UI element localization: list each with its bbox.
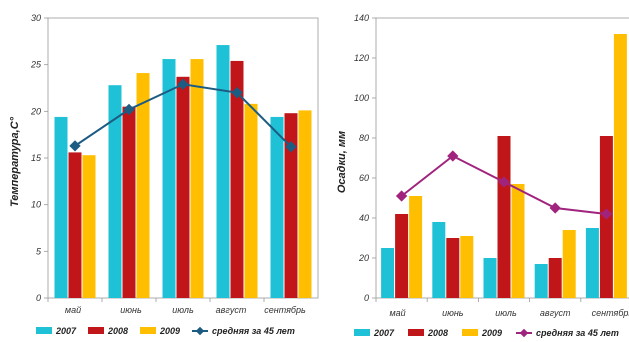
y-tick-label: 25	[30, 60, 42, 70]
y-tick-label: 30	[31, 13, 41, 23]
bar-2009-июль	[511, 184, 525, 298]
y-tick-label: 0	[36, 293, 41, 303]
chart-2: 0 20 40 60 80 100 120 140 Осадки, мм май июнь июль а…	[336, 13, 629, 338]
x-tick-label: август	[216, 305, 247, 315]
bar-2007-июль	[483, 258, 497, 298]
y-tick-label: 140	[354, 13, 369, 23]
x-tick-label: сентябрь	[592, 308, 629, 318]
y-tick-label: 5	[36, 246, 42, 256]
y-axis-title: Температура,С°	[9, 116, 21, 207]
x-tick-label: сентябрь	[264, 305, 306, 315]
bar-2009-август	[244, 103, 258, 298]
legend-label-2007: 2007	[55, 326, 77, 336]
average-marker	[498, 176, 510, 188]
legend-label-2008: 2008	[107, 326, 128, 336]
x-tick-label: июнь	[120, 305, 142, 315]
y-tick-label: 80	[359, 133, 369, 143]
legend-label-2009: 2009	[481, 328, 502, 338]
bar-2009-август	[562, 230, 576, 298]
y-tick-label: 100	[354, 93, 369, 103]
legend-label-2008: 2008	[427, 328, 448, 338]
bar-2007-сентябрь	[270, 116, 284, 298]
bar-2008-июль	[497, 136, 511, 298]
average-marker	[395, 190, 408, 202]
bar-2007-май	[54, 116, 68, 298]
bar-2008-август	[548, 258, 562, 298]
bar-2007-июнь	[432, 222, 446, 298]
x-tick-label: июль	[172, 305, 194, 315]
bar-2009-сентябрь	[613, 34, 627, 298]
y-tick-label: 40	[359, 213, 369, 223]
y-tick-label: 10	[31, 200, 41, 210]
bar-2008-май	[68, 152, 82, 298]
legend-swatch-2009	[140, 327, 156, 334]
bar-2007-июль	[162, 59, 176, 298]
y-tick-label: 20	[30, 106, 41, 116]
legend-label-2007: 2007	[373, 328, 395, 338]
y-tick-label: 20	[358, 253, 369, 263]
bar-2008-август	[230, 60, 244, 298]
x-tick-label: май	[65, 305, 81, 315]
x-tick-label: июнь	[442, 308, 464, 318]
x-tick-label: июль	[495, 308, 517, 318]
legend-line-marker	[195, 326, 205, 336]
legend-label-average: средняя за 45 лет	[536, 328, 619, 338]
legend-swatch-2009	[462, 329, 478, 336]
average-marker	[69, 140, 81, 152]
x-tick-label: май	[390, 308, 406, 318]
y-tick-label: 0	[364, 293, 369, 303]
bar-2009-июнь	[460, 236, 474, 298]
bar-2008-июль	[176, 76, 190, 298]
bar-2007-июнь	[108, 85, 122, 298]
legend-label-2009: 2009	[159, 326, 180, 336]
y-tick-label: 60	[359, 173, 369, 183]
bar-2007-август	[534, 264, 548, 298]
average-marker	[285, 141, 297, 153]
x-tick-label: август	[540, 308, 571, 318]
legend-label-average: средняя за 45 лет	[212, 326, 295, 336]
legend-swatch-2007	[354, 329, 370, 336]
legend-line-marker	[519, 328, 529, 338]
legend-swatch-2007	[36, 327, 52, 334]
bar-2009-июль	[190, 59, 204, 298]
legend-swatch-2008	[408, 329, 424, 336]
bar-2008-май	[395, 214, 409, 298]
average-marker	[600, 208, 613, 220]
y-axis-title: Осадки, мм	[336, 131, 348, 193]
bar-2009-июнь	[136, 73, 150, 298]
bar-2007-сентябрь	[585, 228, 599, 298]
bar-2008-июнь	[122, 106, 136, 299]
bar-2009-май	[82, 155, 96, 298]
y-tick-label: 15	[31, 153, 42, 163]
bar-2007-май	[381, 248, 395, 298]
legend-swatch-2008	[88, 327, 104, 334]
y-tick-label: 120	[354, 53, 369, 63]
average-marker	[549, 202, 561, 214]
bar-2008-июнь	[446, 238, 460, 298]
average-marker	[447, 150, 459, 162]
bar-2008-сентябрь	[284, 113, 298, 298]
bar-2009-сентябрь	[298, 110, 312, 299]
bar-2007-август	[216, 45, 230, 298]
chart-1: 0 5 10 15 20 25 30 Температура,С° май июнь июль авг…	[9, 13, 319, 336]
bar-2009-май	[409, 196, 423, 298]
